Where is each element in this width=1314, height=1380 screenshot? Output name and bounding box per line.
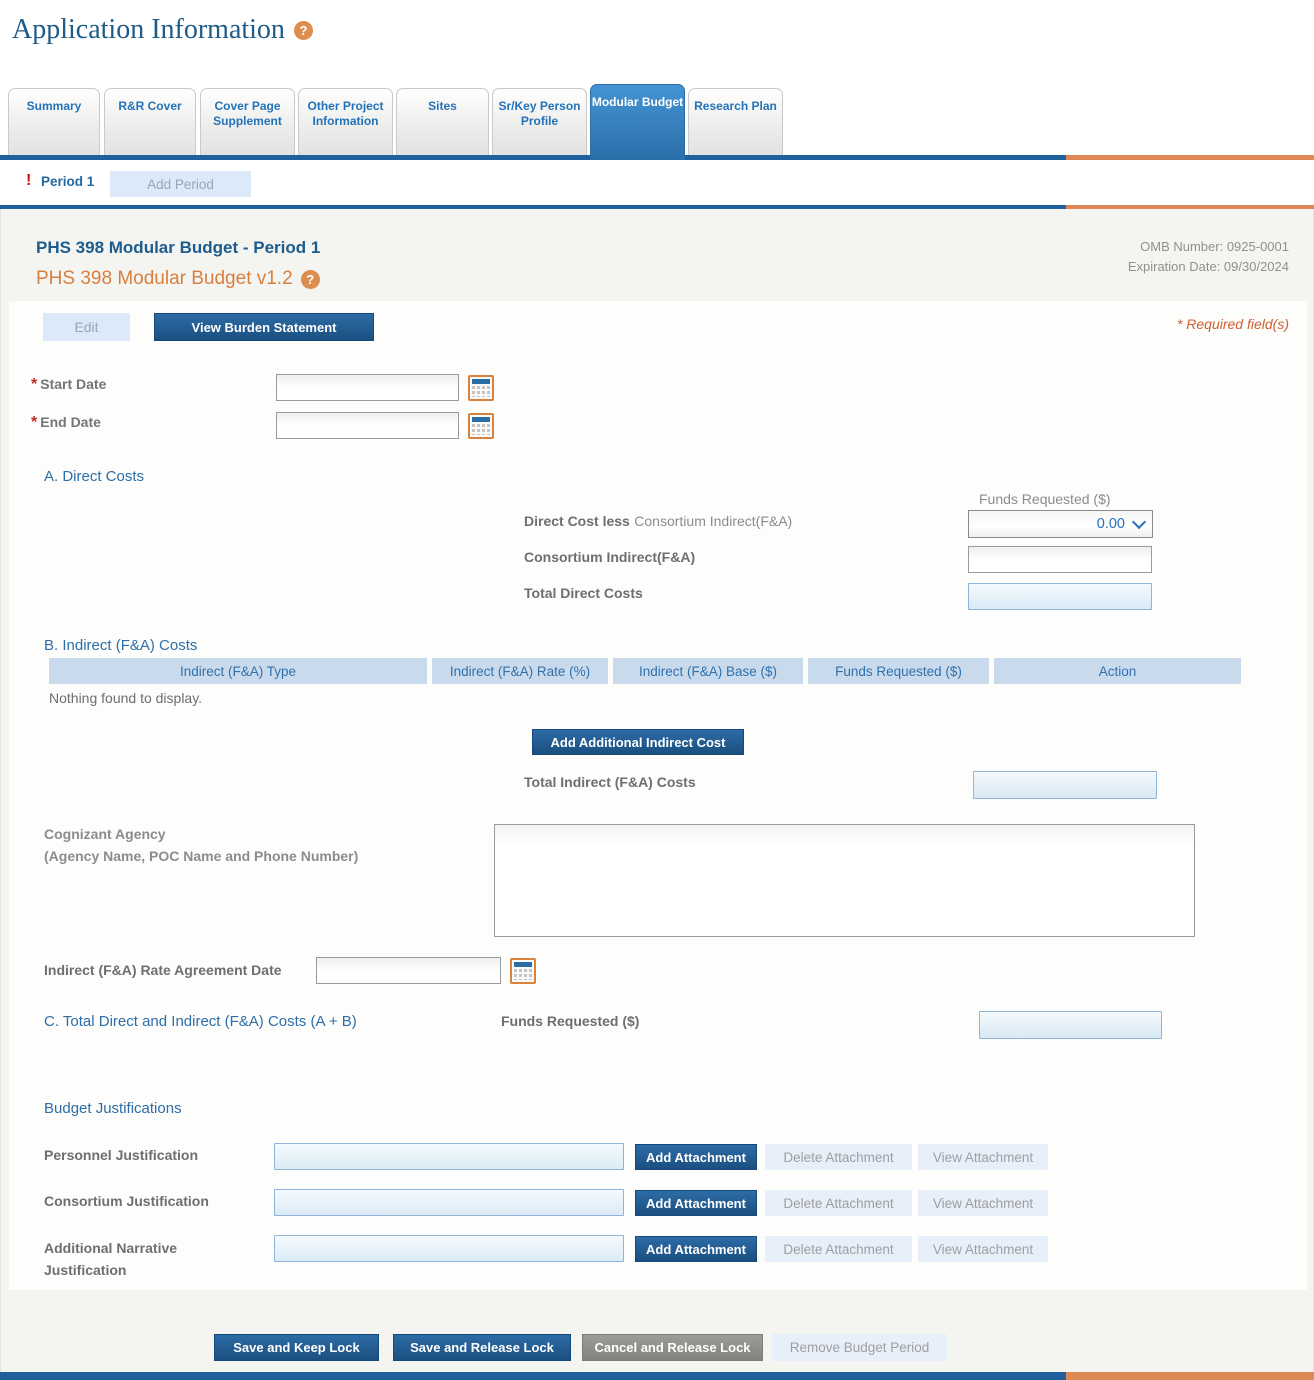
section-b-heading: B. Indirect (F&A) Costs xyxy=(44,637,198,654)
section-c-heading: C. Total Direct and Indirect (F&A) Costs… xyxy=(44,1013,357,1030)
save-and-release-lock-button[interactable]: Save and Release Lock xyxy=(393,1334,571,1361)
cognizant-agency-label: Cognizant Agency xyxy=(44,826,166,842)
consortium-justification-field xyxy=(274,1189,624,1216)
modular-budget-panel: PHS 398 Modular Budget - Period 1 PHS 39… xyxy=(0,209,1314,1372)
period-underline-blue xyxy=(0,205,1066,209)
bottom-bar-orange xyxy=(1066,1372,1314,1380)
rate-agreement-date-label: Indirect (F&A) Rate Agreement Date xyxy=(44,962,282,978)
column-header-action: Action xyxy=(994,658,1241,684)
total-direct-costs-label: Total Direct Costs xyxy=(524,585,643,601)
additional-narrative-justification-field xyxy=(274,1235,624,1262)
chevron-down-icon xyxy=(1131,514,1147,530)
additional-add-attachment-button[interactable]: Add Attachment xyxy=(635,1236,757,1262)
total-direct-costs-field xyxy=(968,583,1152,610)
consortium-indirect-input[interactable] xyxy=(968,546,1152,573)
personnel-view-attachment-button: View Attachment xyxy=(918,1144,1048,1170)
add-additional-indirect-cost-button[interactable]: Add Additional Indirect Cost xyxy=(532,729,744,755)
column-header-indirect-base: Indirect (F&A) Base ($) xyxy=(613,658,803,684)
column-header-indirect-type: Indirect (F&A) Type xyxy=(49,658,427,684)
budget-period-heading: PHS 398 Modular Budget - Period 1 xyxy=(36,238,321,257)
direct-cost-select[interactable]: 0.00 xyxy=(968,510,1153,538)
start-date-input[interactable] xyxy=(276,374,459,401)
personnel-justification-label: Personnel Justification xyxy=(44,1147,199,1163)
tab-rr-cover[interactable]: R&R Cover xyxy=(104,88,196,155)
cancel-and-release-lock-button[interactable]: Cancel and Release Lock xyxy=(582,1334,763,1361)
tab-label: Sr/Key Person Profile xyxy=(498,99,581,128)
view-burden-statement-button[interactable]: View Burden Statement xyxy=(154,313,374,341)
tab-cover-page-supplement[interactable]: Cover Page Supplement xyxy=(200,88,295,155)
tab-summary[interactable]: Summary xyxy=(8,88,100,155)
start-date-label: Start Date xyxy=(40,376,107,392)
funds-requested-header: Funds Requested ($) xyxy=(979,491,1111,507)
help-icon[interactable]: ? xyxy=(293,20,313,40)
consortium-view-attachment-button: View Attachment xyxy=(918,1190,1048,1216)
consortium-justification-label: Consortium Justification xyxy=(44,1193,209,1209)
tab-label: Cover Page Supplement xyxy=(213,99,282,128)
required-asterisk: * xyxy=(31,376,38,393)
bottom-bar-blue xyxy=(0,1372,1066,1380)
edit-button[interactable]: Edit xyxy=(43,313,130,341)
tab-label: R&R Cover xyxy=(118,99,182,113)
direct-cost-less-sublabel: Consortium Indirect(F&A) xyxy=(634,513,793,529)
tab-research-plan[interactable]: Research Plan xyxy=(688,88,783,155)
period-1-tab[interactable]: Period 1 xyxy=(41,174,95,189)
omb-number: OMB Number: 0925-0001 xyxy=(1140,239,1289,254)
page-title: Application Information xyxy=(12,14,285,45)
tab-label: Modular Budget xyxy=(591,95,684,109)
cognizant-agency-sublabel: (Agency Name, POC Name and Phone Number) xyxy=(44,848,359,864)
start-date-calendar-icon[interactable] xyxy=(468,375,494,401)
budget-justifications-heading: Budget Justifications xyxy=(44,1100,182,1117)
empty-table-message: Nothing found to display. xyxy=(49,690,203,706)
tab-sr-key-person-profile[interactable]: Sr/Key Person Profile xyxy=(492,88,587,155)
tab-underline-orange xyxy=(1066,155,1314,160)
additional-view-attachment-button: View Attachment xyxy=(918,1236,1048,1262)
period-alert-icon: ! xyxy=(26,172,32,189)
period-underline-orange xyxy=(1066,205,1314,209)
expiration-date: Expiration Date: 09/30/2024 xyxy=(1127,259,1289,274)
rate-agreement-date-input[interactable] xyxy=(316,957,501,984)
additional-narrative-justification-label: Additional Narrative Justification xyxy=(44,1240,178,1278)
total-indirect-costs-label: Total Indirect (F&A) Costs xyxy=(524,774,696,790)
column-header-indirect-rate: Indirect (F&A) Rate (%) xyxy=(432,658,608,684)
tab-label: Sites xyxy=(428,99,457,113)
total-direct-indirect-field xyxy=(979,1011,1162,1039)
personnel-justification-field xyxy=(274,1143,624,1170)
consortium-add-attachment-button[interactable]: Add Attachment xyxy=(635,1190,757,1216)
tab-modular-budget[interactable]: Modular Budget xyxy=(590,84,685,160)
budget-version-subheading: PHS 398 Modular Budget v1.2 xyxy=(36,268,293,289)
required-asterisk: * xyxy=(31,414,38,431)
tab-label: Other Project Information xyxy=(307,99,384,128)
total-indirect-costs-field xyxy=(973,771,1157,799)
personnel-delete-attachment-button: Delete Attachment xyxy=(765,1144,912,1170)
add-period-button[interactable]: Add Period xyxy=(110,171,251,197)
additional-delete-attachment-button: Delete Attachment xyxy=(765,1236,912,1262)
end-date-label: End Date xyxy=(40,414,101,430)
end-date-input[interactable] xyxy=(276,412,459,439)
tab-sites[interactable]: Sites xyxy=(396,88,489,155)
tab-other-project-information[interactable]: Other Project Information xyxy=(298,88,393,155)
direct-cost-select-value: 0.00 xyxy=(1096,516,1125,532)
consortium-indirect-label: Consortium Indirect(F&A) xyxy=(524,549,696,565)
column-header-funds-requested: Funds Requested ($) xyxy=(808,658,989,684)
required-fields-note: * Required field(s) xyxy=(1176,316,1289,332)
personnel-add-attachment-button[interactable]: Add Attachment xyxy=(635,1144,757,1170)
remove-budget-period-button: Remove Budget Period xyxy=(772,1334,947,1361)
section-a-heading: A. Direct Costs xyxy=(44,468,145,485)
end-date-calendar-icon[interactable] xyxy=(468,413,494,439)
consortium-delete-attachment-button: Delete Attachment xyxy=(765,1190,912,1216)
direct-cost-less-label: Direct Cost less xyxy=(524,513,630,529)
save-and-keep-lock-button[interactable]: Save and Keep Lock xyxy=(214,1334,379,1361)
rate-agreement-calendar-icon[interactable] xyxy=(510,958,536,984)
tab-label: Research Plan xyxy=(694,99,777,113)
tab-label: Summary xyxy=(26,99,82,113)
section-c-funds-requested-label: Funds Requested ($) xyxy=(501,1013,640,1029)
tab-underline-blue xyxy=(0,155,1066,160)
period-bar: ! Period 1 Add Period xyxy=(0,160,1314,205)
cognizant-agency-textarea[interactable] xyxy=(494,824,1195,937)
help-icon[interactable]: ? xyxy=(300,269,320,289)
